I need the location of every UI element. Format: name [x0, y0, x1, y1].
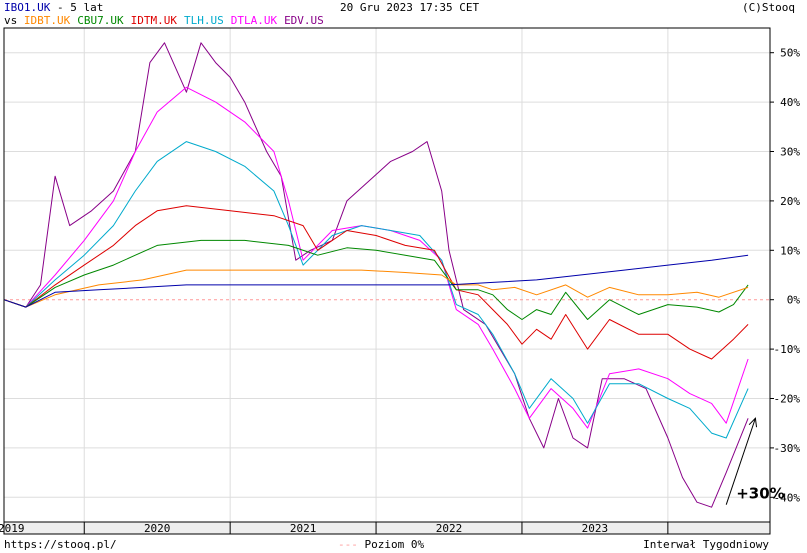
- legend-item-dtla-uk[interactable]: DTLA.UK: [230, 14, 278, 27]
- legend-item-cbu7-uk[interactable]: CBU7.UK: [77, 14, 124, 27]
- series-line-cbu7-uk: [3, 239, 749, 320]
- main-symbol-link[interactable]: IBO1.UK: [4, 1, 51, 14]
- series-line-dtla-uk: [3, 86, 749, 429]
- series-line-edv-us: [3, 42, 749, 508]
- x-tick-label: 2019: [0, 522, 25, 535]
- annotation: +30%: [725, 417, 785, 505]
- legend-item-idtm-uk[interactable]: IDTM.UK: [130, 14, 177, 27]
- legend-item-idbt-uk[interactable]: IDBT.UK: [23, 14, 71, 27]
- baseline-legend-swatch: ---: [338, 538, 358, 551]
- grid: [4, 28, 770, 522]
- y-tick-label: 0%: [787, 294, 801, 307]
- legend-item-edv-us[interactable]: EDV.US: [284, 14, 324, 27]
- x-tick-label: 2022: [436, 522, 463, 535]
- y-tick-label: 50%: [780, 47, 800, 60]
- y-tick-label: -10%: [774, 343, 801, 356]
- series-line-tlh-us: [3, 141, 749, 439]
- period-label: - 5 lat: [50, 1, 104, 14]
- x-tick-label: 2020: [144, 522, 171, 535]
- baseline-legend-label: Poziom 0%: [364, 538, 425, 551]
- vs-label: vs: [4, 14, 18, 27]
- y-tick-label: 10%: [780, 244, 800, 257]
- legend: vs IDBT.UK CBU7.UK IDTM.UK TLH.US DTLA.UK EDV…: [4, 14, 331, 27]
- y-tick-label: 40%: [780, 96, 800, 109]
- y-tick-label: 20%: [780, 195, 800, 208]
- y-tick-label: 30%: [780, 146, 800, 159]
- y-tick-label: -40%: [774, 491, 801, 504]
- legend-items: IDBT.UK CBU7.UK IDTM.UK TLH.US DTLA.UK EDV.US: [24, 14, 331, 27]
- baseline-legend: --- Poziom 0%: [338, 538, 424, 551]
- plot-border: [3, 27, 771, 523]
- copyright: (C)Stooq: [742, 1, 795, 14]
- annotation-arrowhead: [748, 417, 758, 428]
- site-url[interactable]: https://stooq.pl/: [4, 538, 117, 551]
- series-line-ibo1-uk: [3, 254, 749, 308]
- x-tick-label: 2021: [290, 522, 317, 535]
- annotation-arrow: [725, 418, 756, 505]
- series-line-idtm-uk: [3, 205, 749, 360]
- y-tick-label: -20%: [774, 393, 801, 406]
- x-axis-band: [3, 521, 771, 535]
- y-tick-label: -30%: [774, 442, 801, 455]
- interval-label: Interwał Tygodniowy: [643, 538, 769, 551]
- legend-item-tlh-us[interactable]: TLH.US: [183, 14, 224, 27]
- series-layer: [3, 42, 749, 508]
- x-tick-label: 2023: [582, 522, 609, 535]
- quote-date: 20 Gru 2023 17:35 CET: [340, 1, 480, 14]
- x-axis: 2019 2020 2021 2022 2023: [0, 521, 771, 535]
- annotation-label: +30%: [736, 485, 784, 503]
- header-line-1: IBO1.UK - 5 lat: [4, 1, 103, 14]
- y-axis-tick-labels: 50% 40% 30% 20% 10% 0% -10% -20% -30% -40%: [770, 47, 801, 504]
